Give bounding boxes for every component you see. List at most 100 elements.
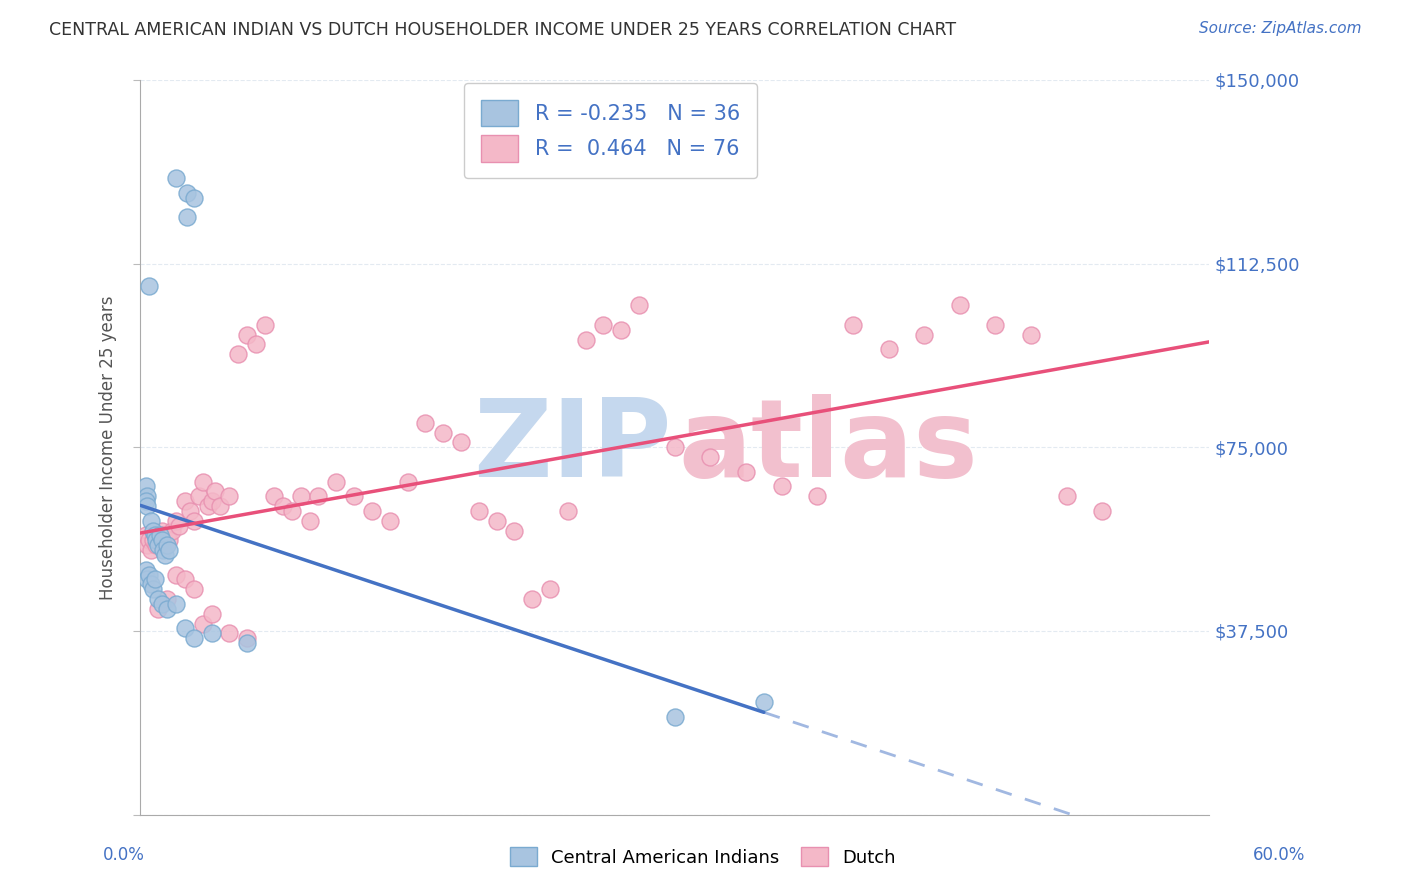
- Point: [165, 597, 187, 611]
- Point: [415, 416, 437, 430]
- Point: [146, 533, 169, 548]
- Point: [165, 170, 187, 185]
- Text: atlas: atlas: [678, 394, 977, 500]
- Point: [575, 333, 598, 347]
- Point: [236, 327, 259, 342]
- Point: [538, 582, 561, 597]
- Point: [179, 504, 201, 518]
- Y-axis label: Householder Income Under 25 years: Householder Income Under 25 years: [100, 295, 117, 599]
- Point: [138, 567, 160, 582]
- Point: [143, 528, 166, 542]
- Point: [136, 538, 159, 552]
- Point: [155, 538, 177, 552]
- Point: [1019, 327, 1042, 342]
- Point: [156, 592, 179, 607]
- Point: [806, 489, 828, 503]
- Point: [236, 636, 259, 650]
- Point: [139, 514, 162, 528]
- Point: [183, 514, 205, 528]
- Text: ZIP: ZIP: [472, 394, 672, 500]
- Point: [173, 494, 195, 508]
- Point: [139, 543, 162, 558]
- Point: [325, 475, 347, 489]
- Point: [143, 573, 166, 587]
- Text: 0.0%: 0.0%: [103, 846, 145, 863]
- Point: [142, 533, 165, 548]
- Point: [664, 709, 686, 723]
- Point: [218, 626, 240, 640]
- Point: [142, 582, 165, 597]
- Point: [253, 318, 276, 332]
- Point: [165, 567, 187, 582]
- Point: [200, 626, 222, 640]
- Point: [197, 499, 219, 513]
- Point: [209, 499, 232, 513]
- Point: [191, 475, 214, 489]
- Point: [842, 318, 865, 332]
- Point: [245, 337, 267, 351]
- Point: [290, 489, 312, 503]
- Point: [610, 323, 633, 337]
- Point: [150, 597, 173, 611]
- Point: [145, 538, 167, 552]
- Point: [263, 489, 285, 503]
- Point: [143, 528, 166, 542]
- Point: [136, 499, 159, 513]
- Point: [984, 318, 1007, 332]
- Point: [138, 278, 160, 293]
- Point: [877, 343, 900, 357]
- Point: [135, 479, 157, 493]
- Point: [150, 533, 173, 548]
- Point: [173, 573, 195, 587]
- Point: [200, 607, 222, 621]
- Point: [307, 489, 329, 503]
- Point: [752, 695, 775, 709]
- Point: [156, 538, 179, 552]
- Point: [142, 524, 165, 538]
- Point: [485, 514, 508, 528]
- Point: [592, 318, 614, 332]
- Point: [271, 499, 294, 513]
- Legend: R = -0.235   N = 36, R =  0.464   N = 76: R = -0.235 N = 36, R = 0.464 N = 76: [464, 83, 756, 178]
- Point: [135, 563, 157, 577]
- Point: [200, 494, 222, 508]
- Point: [152, 528, 174, 542]
- Point: [503, 524, 526, 538]
- Point: [735, 465, 758, 479]
- Point: [152, 543, 174, 558]
- Point: [136, 489, 159, 503]
- Point: [135, 494, 157, 508]
- Point: [378, 514, 401, 528]
- Point: [176, 210, 198, 224]
- Text: 60.0%: 60.0%: [1253, 846, 1305, 863]
- Point: [912, 327, 935, 342]
- Point: [155, 548, 177, 562]
- Point: [298, 514, 321, 528]
- Point: [149, 528, 172, 542]
- Point: [169, 518, 191, 533]
- Point: [361, 504, 384, 518]
- Point: [157, 533, 180, 548]
- Point: [343, 489, 366, 503]
- Point: [183, 632, 205, 646]
- Point: [173, 622, 195, 636]
- Point: [165, 514, 187, 528]
- Point: [664, 440, 686, 454]
- Point: [188, 489, 211, 503]
- Point: [157, 543, 180, 558]
- Point: [468, 504, 491, 518]
- Point: [146, 538, 169, 552]
- Point: [183, 582, 205, 597]
- Point: [146, 592, 169, 607]
- Point: [628, 298, 651, 312]
- Point: [183, 190, 205, 204]
- Point: [557, 504, 579, 518]
- Point: [156, 528, 179, 542]
- Point: [150, 524, 173, 538]
- Point: [1091, 504, 1114, 518]
- Point: [949, 298, 972, 312]
- Point: [156, 602, 179, 616]
- Point: [226, 347, 249, 361]
- Point: [280, 504, 302, 518]
- Point: [136, 573, 159, 587]
